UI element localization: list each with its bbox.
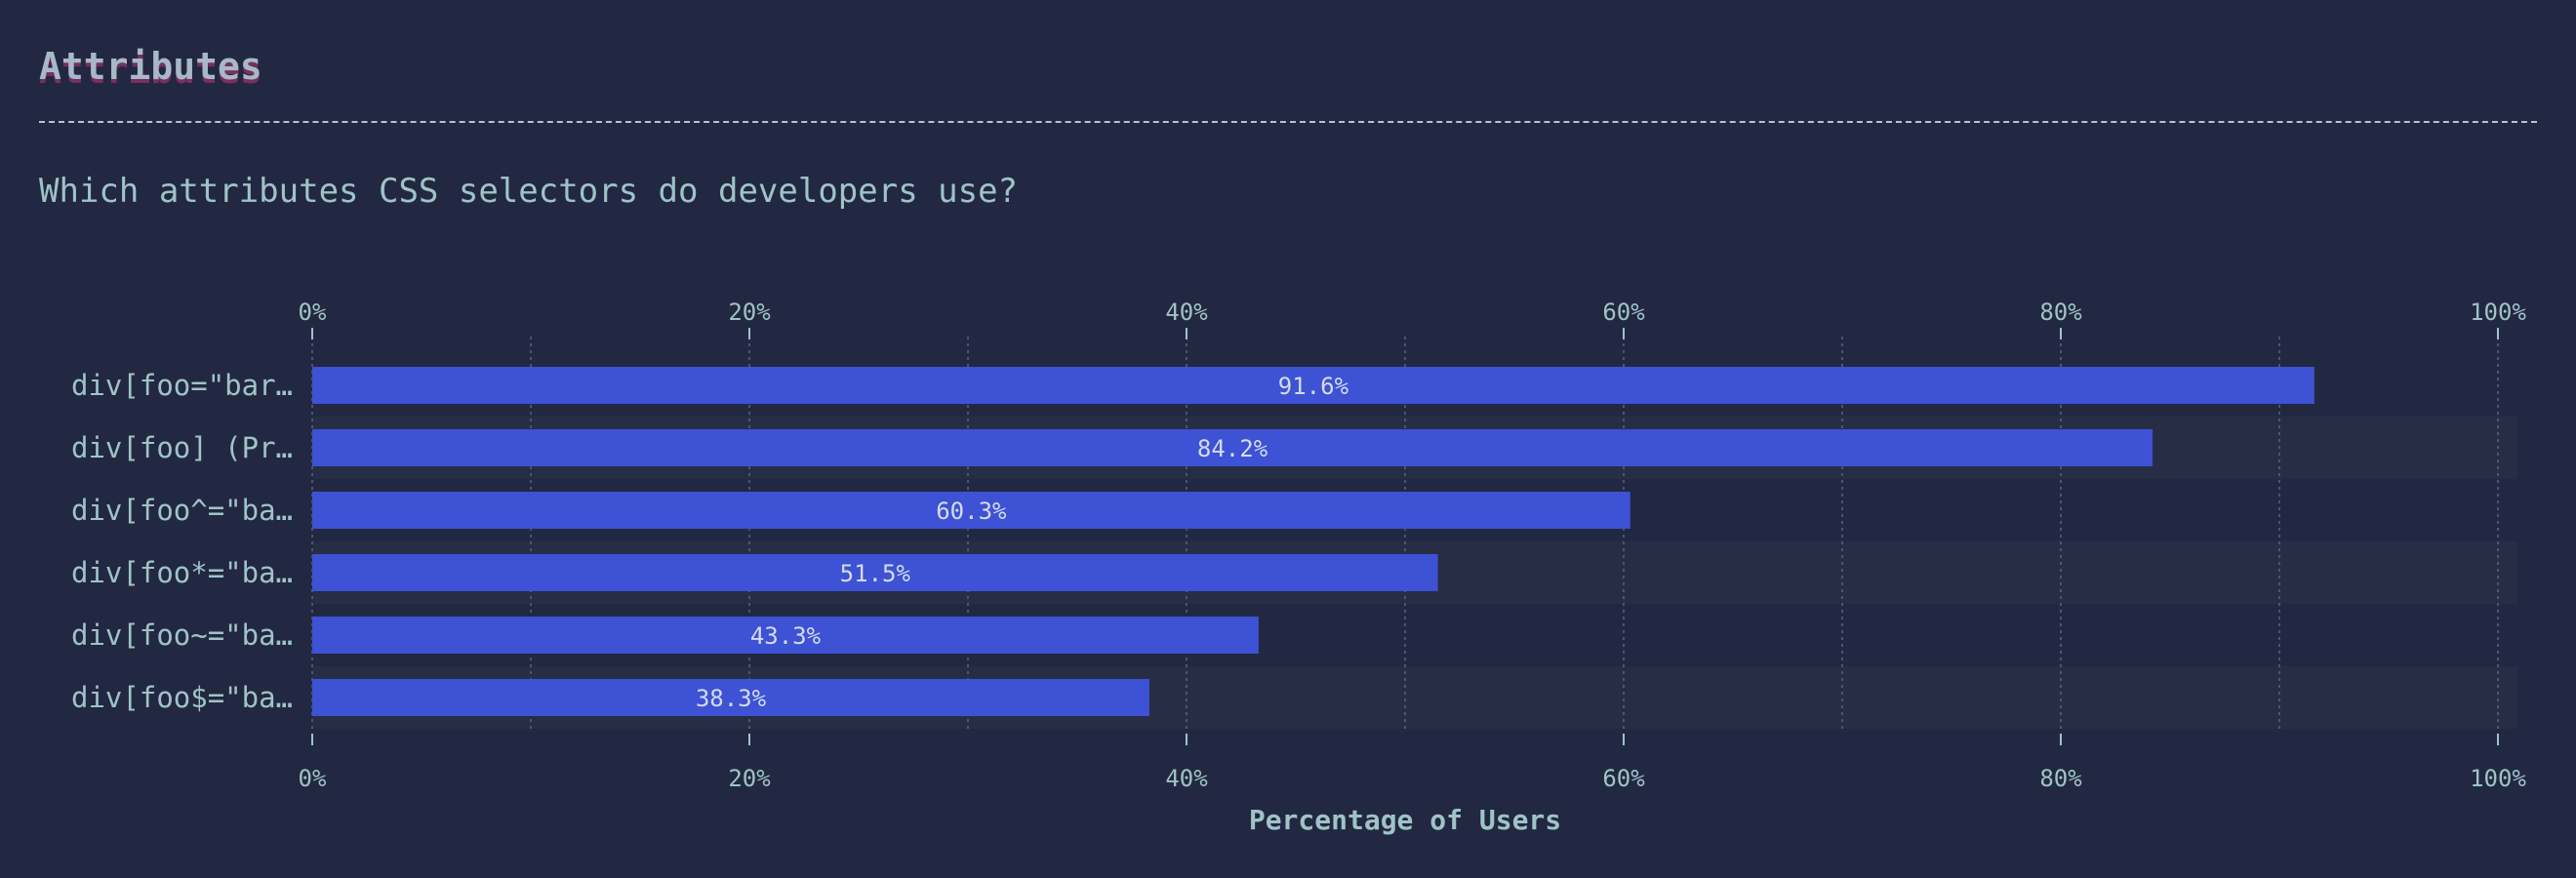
tick-label: 100%	[2470, 299, 2526, 326]
chart-question: Which attributes CSS selectors do develo…	[39, 172, 1019, 211]
bar	[312, 429, 2153, 466]
tick-label: 40%	[1165, 299, 1208, 326]
bar	[312, 492, 1630, 529]
bar	[312, 617, 1259, 654]
bar	[312, 367, 2314, 404]
category-label: div[foo^="ba…	[71, 494, 293, 527]
bars: 91.6% 84.2% 60.3% 51.5% 43.3% 38.3%	[312, 367, 2314, 716]
bar	[312, 679, 1149, 716]
category-label: div[foo$="ba…	[71, 681, 293, 714]
bar-value-label: 51.5%	[840, 560, 911, 587]
tick-label: 40%	[1165, 765, 1208, 792]
bottom-axis: 0% 20% 40% 60% 80% 100%	[299, 734, 2526, 792]
tick-label: 0%	[299, 765, 327, 792]
top-axis: 0% 20% 40% 60% 80% 100%	[299, 299, 2526, 339]
bar-value-label: 91.6%	[1278, 373, 1349, 400]
bar	[312, 554, 1438, 591]
bar-value-label: 38.3%	[696, 685, 767, 712]
page-title: Attributes	[39, 45, 262, 88]
tick-label: 0%	[299, 299, 327, 326]
title-divider	[39, 121, 2537, 123]
tick-label: 60%	[1602, 299, 1645, 326]
category-label: div[foo~="ba…	[71, 619, 293, 652]
tick-label: 80%	[2039, 299, 2082, 326]
x-axis-label: Percentage of Users	[1249, 804, 1561, 836]
bar-value-label: 43.3%	[750, 622, 822, 650]
grid-lines	[311, 337, 2499, 732]
tick-label: 80%	[2039, 765, 2082, 792]
category-label: div[foo="bar…	[71, 369, 293, 402]
category-label: div[foo*="ba…	[71, 556, 293, 589]
category-labels: div[foo="bar… div[foo] (Pr… div[foo^="ba… d…	[71, 369, 293, 714]
tick-label: 20%	[728, 299, 771, 326]
bar-value-label: 84.2%	[1197, 435, 1268, 462]
category-label: div[foo] (Pr…	[71, 431, 293, 464]
tick-label: 100%	[2470, 765, 2526, 792]
tick-label: 20%	[728, 765, 771, 792]
tick-label: 60%	[1602, 765, 1645, 792]
bar-value-label: 60.3%	[936, 498, 1007, 525]
